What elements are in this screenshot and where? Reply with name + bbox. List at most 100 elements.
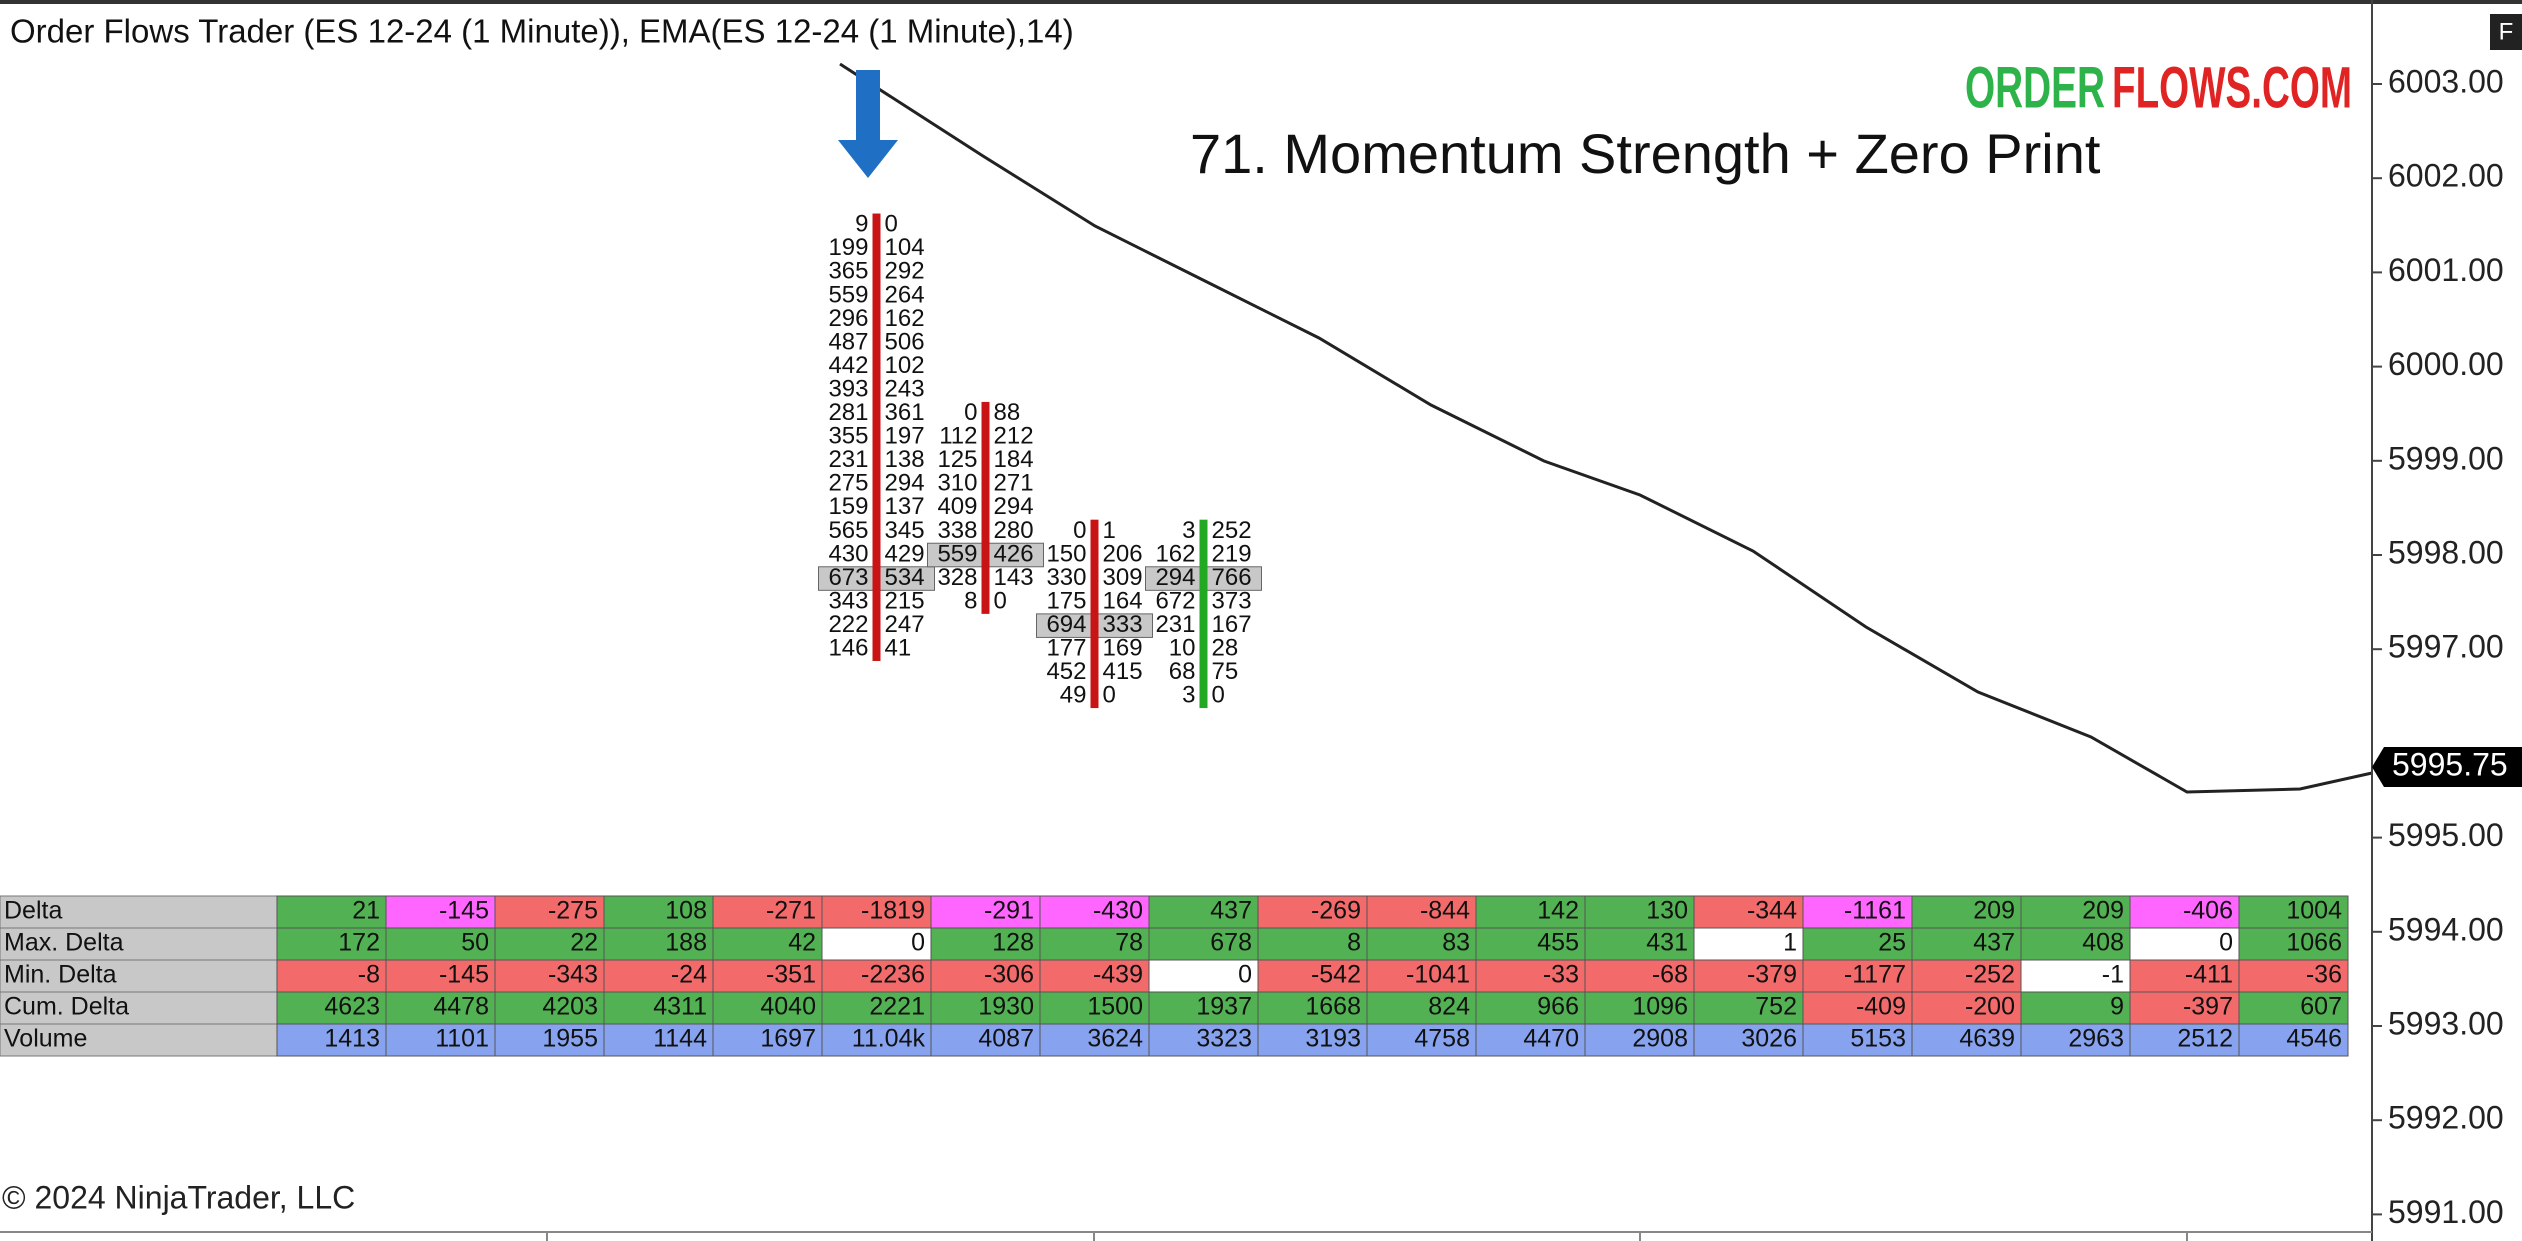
ask-volume: 143 [994,564,1034,591]
table-value: -439 [1093,961,1143,989]
price-tick-label: 5998.00 [2388,534,2504,570]
row-label-cell [0,991,278,1025]
bid-volume: 159 [828,493,868,520]
bid-volume: 365 [828,258,868,285]
table-value: 1066 [2286,929,2342,957]
table-value: 11.04k [852,1025,926,1053]
annotation: 71. Momentum Strength + Zero Print [1190,122,2101,185]
table-cell [1039,1023,1150,1057]
table-cell [2129,1023,2240,1057]
price-tick-label: 5997.00 [2388,629,2504,665]
bid-volume: 8 [964,587,977,614]
ask-volume: 137 [885,493,925,520]
price-tick-label: 5994.00 [2388,911,2504,947]
bid-volume: 355 [828,423,868,450]
table-value: 25 [1878,929,1906,957]
table-value: 188 [665,929,707,957]
ask-volume: 0 [994,587,1007,614]
table-value: -406 [2183,897,2233,925]
table-value: 431 [1646,929,1688,957]
table-value: 8 [1347,929,1361,957]
table-value: -411 [2185,961,2233,989]
bid-volume: 231 [1155,611,1195,638]
bid-volume: 294 [1155,564,1195,591]
corner-button[interactable] [2490,14,2522,50]
table-value: 4546 [2286,1025,2342,1053]
table-cell [2238,1023,2349,1057]
bid-volume: 162 [1155,540,1195,567]
ask-volume: 0 [885,211,898,238]
table-cell [1148,991,1259,1025]
table-value: 3193 [1305,1025,1361,1053]
table-value: 1096 [1632,993,1688,1021]
table-cell [1693,927,1804,961]
table-cell [2238,895,2349,929]
last-price-badge [2372,746,2522,787]
ask-volume: 219 [1212,540,1252,567]
table-value: -68 [1652,961,1688,989]
table-cell [603,991,714,1025]
table-value: 678 [1210,929,1252,957]
table-value: 50 [461,929,489,957]
table-value: 142 [1537,897,1579,925]
row-label-cell [0,959,278,993]
table-cell [1257,927,1368,961]
table-value: 455 [1537,929,1579,957]
ask-volume: 415 [1103,658,1143,685]
table-value: -252 [1965,961,2015,989]
table-cell [2238,991,2349,1025]
table-cell [603,1023,714,1057]
table-value: 1500 [1087,993,1143,1021]
table-value: 1697 [760,1025,816,1053]
ask-volume: 271 [994,470,1034,497]
table-value: -1 [2102,961,2124,989]
table-value: 1 [1783,929,1797,957]
table-cell [494,959,605,993]
table-cell [821,1023,932,1057]
table-value: 1930 [978,993,1034,1021]
table-value: 22 [570,929,598,957]
table-value: 4470 [1523,1025,1579,1053]
last-price-label: 5995.75 [2392,746,2508,782]
table-value: -36 [2306,961,2342,989]
bid-volume: 9 [855,211,868,238]
bid-volume: 112 [939,423,977,450]
table-cell [821,959,932,993]
price-tick-label: 6002.00 [2388,158,2504,194]
ask-volume: 1 [1103,517,1116,544]
price-tick-label: 6003.00 [2388,63,2504,99]
table-value: -1041 [1406,961,1470,989]
table-cell [930,959,1041,993]
table-cell [1148,927,1259,961]
ask-volume: 294 [885,470,925,497]
table-cell [603,959,714,993]
bid-volume: 150 [1046,540,1086,567]
table-value: -33 [1543,961,1579,989]
table-value: -344 [1747,897,1797,925]
row-label: Volume [4,1025,87,1053]
table-value: -397 [2183,993,2233,1021]
table-value: 1101 [435,1025,489,1053]
table-cell [1148,959,1259,993]
table-cell [1911,927,2022,961]
table-value: 209 [2082,897,2124,925]
ask-volume: 252 [1212,517,1252,544]
table-cell [821,991,932,1025]
bid-volume: 452 [1046,658,1086,685]
table-value: 4087 [978,1025,1034,1053]
ask-volume: 247 [885,611,925,638]
table-value: 1144 [653,1025,707,1053]
bid-volume: 177 [1046,635,1086,662]
candle-body [981,401,990,614]
row-label: Cum. Delta [4,993,129,1021]
table-value: 2512 [2177,1025,2233,1053]
table-value: -542 [1311,961,1361,989]
bid-volume: 281 [828,399,868,426]
bid-volume: 409 [937,493,977,520]
row-label: Delta [4,897,62,925]
bid-volume: 49 [1060,682,1087,709]
table-value: 42 [788,929,816,957]
table-cell [276,927,387,961]
ema-line [839,62,2373,794]
ask-volume: 0 [1212,682,1225,709]
